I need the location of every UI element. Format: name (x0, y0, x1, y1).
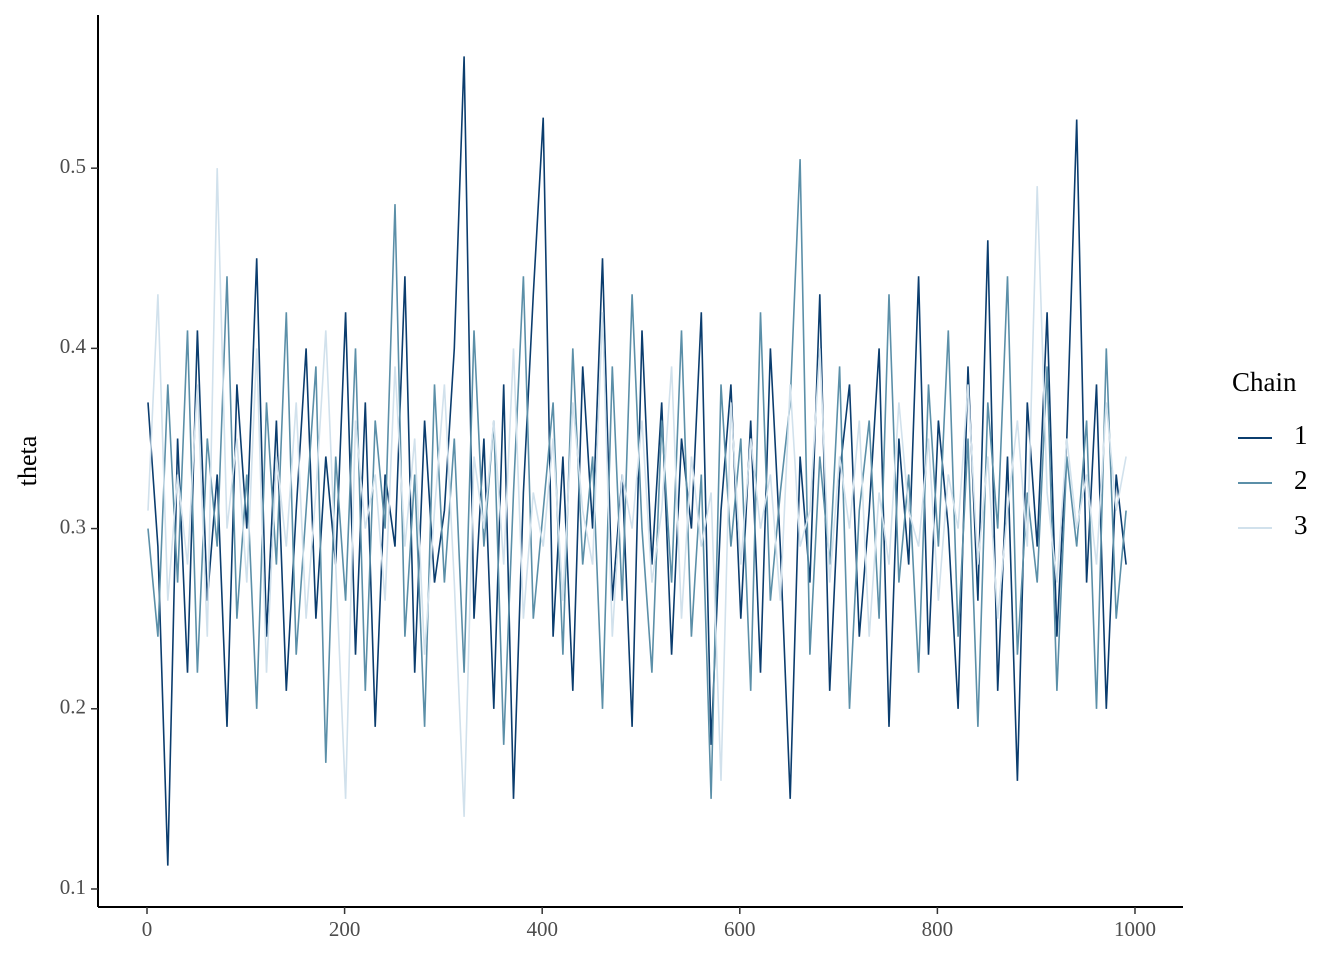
x-tick-label: 600 (724, 917, 756, 941)
y-tick-label: 0.4 (60, 334, 87, 358)
x-tick-label: 800 (922, 917, 954, 941)
x-tick-label: 200 (329, 917, 361, 941)
y-tick-label: 0.5 (60, 154, 86, 178)
legend-label: 2 (1294, 465, 1308, 495)
legend-label: 1 (1294, 420, 1308, 450)
y-tick-label: 0.3 (60, 514, 86, 538)
y-tick-label: 0.1 (60, 875, 86, 899)
x-tick-label: 1000 (1114, 917, 1156, 941)
series-line (147, 56, 1127, 866)
series-line (147, 159, 1127, 799)
series-line (147, 168, 1127, 817)
legend-label: 3 (1294, 510, 1308, 540)
x-tick-label: 400 (526, 917, 558, 941)
y-tick-label: 0.2 (60, 695, 86, 719)
y-axis-label: theta (13, 435, 42, 486)
legend-title: Chain (1232, 367, 1297, 397)
x-tick-label: 0 (142, 917, 153, 941)
